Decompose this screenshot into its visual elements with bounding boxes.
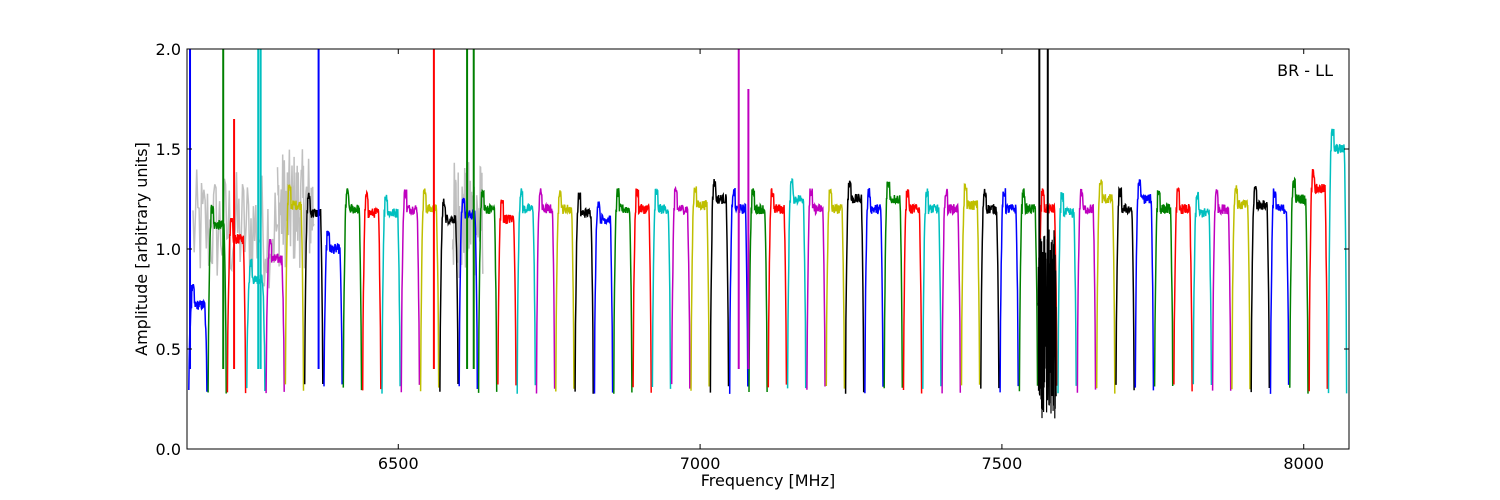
band-series-46: [1076, 188, 1097, 393]
band-series-55: [1250, 185, 1271, 393]
band-series-15: [477, 188, 498, 393]
band-series-41: [980, 188, 1000, 389]
band-series-20: [574, 192, 594, 394]
band-series-30: [767, 188, 788, 388]
band-series-45: [1057, 192, 1077, 394]
y-axis-label: Amplitude [arbitrary units]: [132, 142, 151, 356]
band-series-8: [342, 188, 363, 391]
band-series-47: [1095, 179, 1116, 394]
band-series-19: [555, 190, 575, 392]
band-series-18: [535, 188, 556, 394]
y-tick-label: 2.0: [156, 40, 181, 59]
y-tick-label: 1.0: [156, 240, 181, 259]
band-series-29: [748, 188, 768, 393]
x-tick-label: 7500: [982, 454, 1023, 473]
band-series-24: [651, 188, 672, 389]
band-series-32: [806, 188, 826, 390]
band-series-42: [999, 188, 1019, 393]
band-series-5: [284, 183, 305, 391]
band-series-39: [941, 188, 962, 394]
band-series-16: [497, 199, 517, 386]
band-series-17: [516, 188, 537, 394]
band-series-36: [883, 181, 904, 389]
rfi-spike-layer: [189, 49, 1049, 369]
band-series-4: [265, 238, 285, 394]
x-axis-ticks: 6500 7000 7500 8000: [378, 49, 1324, 473]
y-axis-ticks: 0.0 0.5 1.0 1.5 2.0: [156, 40, 1349, 459]
band-series-11: [400, 189, 421, 393]
x-tick-label: 7000: [680, 454, 721, 473]
band-series-48: [1115, 185, 1135, 391]
band-series-49: [1134, 179, 1155, 391]
y-tick-label: 1.5: [156, 140, 181, 159]
band-series-53: [1211, 189, 1232, 391]
y-tick-label: 0.0: [156, 440, 181, 459]
band-series-27: [709, 179, 730, 393]
band-series-2: [226, 218, 247, 394]
band-series-34: [844, 180, 865, 394]
panel-label: BR - LL: [1277, 61, 1333, 80]
band-series-57: [1289, 176, 1309, 394]
y-tick-label: 0.5: [156, 340, 181, 359]
band-series-23: [632, 188, 652, 393]
band-series-58: [1308, 168, 1329, 392]
x-axis-label: Frequency [MHz]: [701, 471, 835, 490]
band-series-26: [690, 186, 710, 391]
band-series-0: [188, 283, 208, 392]
band-series-56: [1269, 188, 1290, 394]
band-series-9: [361, 189, 382, 391]
band-series-52: [1192, 191, 1213, 386]
band-series-51: [1173, 187, 1193, 392]
band-series-43: [1018, 188, 1039, 392]
band-series-10: [381, 194, 401, 394]
flagged-trace-0: [192, 169, 279, 289]
band-series-22: [613, 188, 633, 394]
band-spectra-layer: [188, 128, 1348, 419]
flagged-data-layer: [192, 149, 484, 289]
band-series-21: [593, 201, 614, 394]
band-series-12: [419, 188, 440, 392]
band-series-54: [1231, 185, 1251, 390]
band-series-3: [246, 258, 266, 392]
x-tick-label: 6500: [378, 454, 419, 473]
band-series-25: [670, 185, 691, 389]
band-series-38: [922, 188, 942, 389]
band-series-31: [786, 178, 807, 389]
band-series-33: [825, 188, 846, 389]
x-tick-label: 8000: [1283, 454, 1324, 473]
band-series-7: [323, 230, 343, 387]
band-series-37: [902, 189, 923, 394]
band-series-13: [439, 198, 459, 392]
band-series-59: [1327, 128, 1348, 394]
band-series-40: [960, 182, 981, 386]
band-series-50: [1153, 190, 1174, 387]
band-series-35: [864, 187, 884, 394]
band-series-6: [303, 192, 324, 385]
